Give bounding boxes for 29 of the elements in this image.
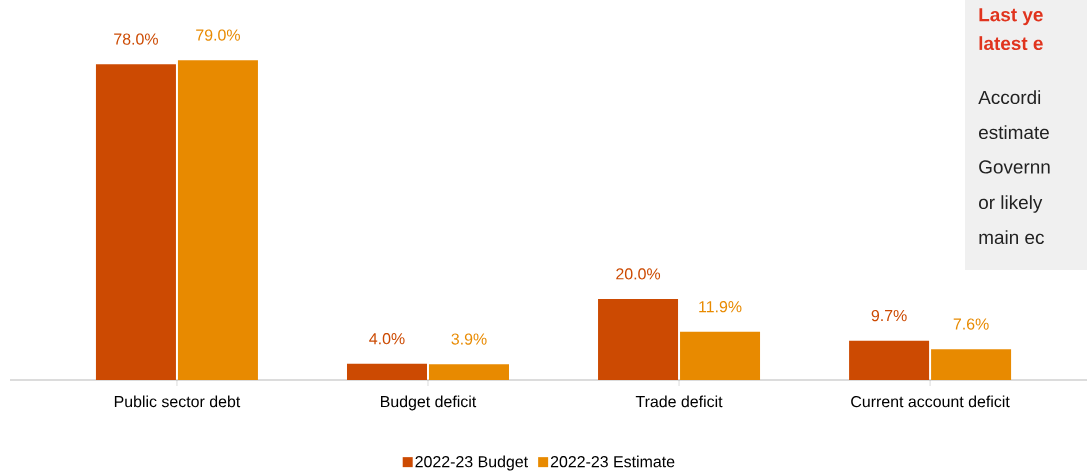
data-label: 79.0% [196, 29, 240, 41]
data-label: 11.9% [699, 301, 742, 313]
annotation: estimate [979, 125, 1049, 140]
annotation: Accordi [978, 90, 1041, 105]
text: latest e [979, 36, 1043, 51]
x-tick-label: Trade deficit [635, 395, 723, 408]
legend-label: 2022-23 Estimate [550, 455, 675, 468]
annotation: or likely [979, 195, 1043, 213]
data-label: 4.0% [369, 333, 405, 345]
x-tick-label: Current account deficit [851, 395, 1010, 408]
bar [428, 364, 509, 380]
text: Last ye [979, 8, 1043, 26]
bar [849, 340, 930, 380]
data-label: 78.0% [114, 33, 158, 45]
bar [95, 64, 176, 380]
legend-label: 2022-23 Budget [415, 455, 528, 471]
x-tick-label: Public sector debt [114, 395, 241, 408]
bar [598, 299, 679, 380]
annotation: Governn [979, 160, 1050, 174]
data-label: 9.7% [871, 309, 907, 322]
bar [346, 363, 427, 380]
x-tick-label: Budget deficit [381, 395, 477, 411]
data-label: 3.9% [451, 333, 487, 345]
annotation: main ec [979, 230, 1044, 245]
data-label: 20.0% [616, 268, 661, 280]
bar [931, 349, 1012, 380]
data-label: 7.6% [953, 318, 989, 330]
bar [177, 60, 258, 380]
bar [680, 331, 761, 380]
